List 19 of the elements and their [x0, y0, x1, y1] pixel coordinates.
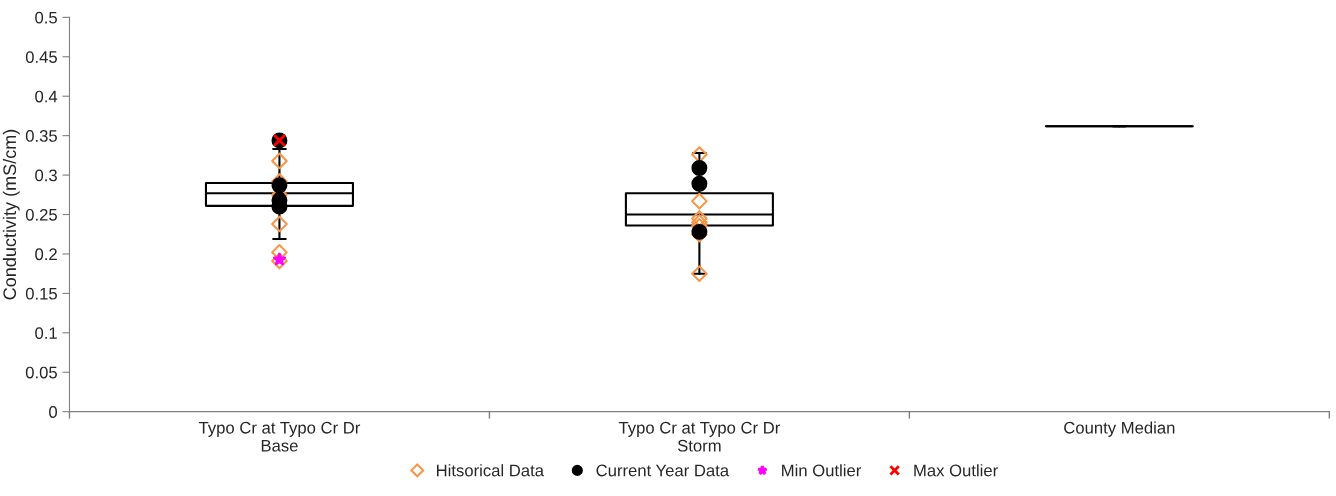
y-tick-label: 0.2 — [35, 248, 57, 261]
y-tick-label: 0.45 — [25, 51, 57, 63]
y-tick-label: 0 — [49, 406, 58, 418]
legend-label: Max Outlier — [914, 464, 998, 477]
y-tick-label: 0.25 — [25, 208, 57, 221]
x-tick-label: County Median — [1064, 421, 1175, 437]
y-tick-label: 0.5 — [35, 11, 57, 24]
y-tick-label: 0.3 — [35, 169, 57, 182]
legend-label: Hitsorical Data — [436, 464, 544, 477]
y-tick-label: 0.05 — [25, 366, 57, 379]
legend-label: Min Outlier — [782, 464, 862, 477]
legend-label: Current Year Data — [596, 464, 730, 477]
y-tick-label: 0.1 — [35, 327, 57, 340]
y-tick-label: 0.15 — [25, 287, 57, 300]
x-tick-label: Typo Cr at Typo Cr Dr Base — [198, 421, 361, 452]
x-tick-label: Typo Cr at Typo Cr Dr Storm — [618, 421, 781, 452]
y-tick-label: 0.35 — [25, 130, 57, 142]
y-axis-title: Conductivity (mS/cm) — [2, 129, 20, 300]
y-tick-label: 0.4 — [35, 90, 58, 103]
